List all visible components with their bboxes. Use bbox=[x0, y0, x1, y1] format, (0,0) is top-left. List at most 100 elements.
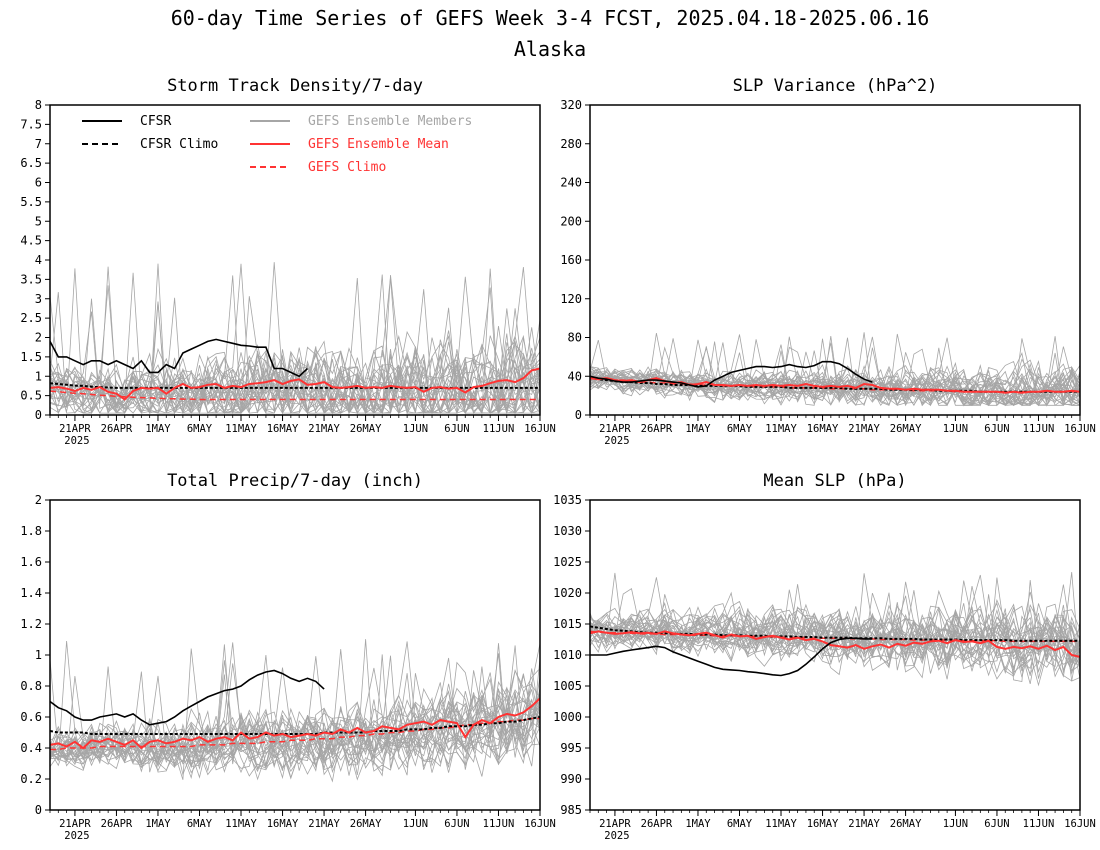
y-tick-label: 1.5 bbox=[20, 350, 42, 364]
y-tick-label: 990 bbox=[560, 772, 582, 786]
ensemble-member-line bbox=[50, 263, 540, 415]
y-tick-label: 2 bbox=[35, 331, 42, 345]
x-tick-label: 26MAY bbox=[350, 423, 382, 435]
legend-label-gefs-ensemble-mean: GEFS Ensemble Mean bbox=[308, 137, 449, 152]
ensemble-member-line bbox=[50, 654, 540, 775]
x-tick-label: 11JUN bbox=[1023, 818, 1055, 830]
x-tick-label: 16JUN bbox=[524, 423, 556, 435]
ensemble-member-line bbox=[590, 589, 1080, 663]
y-tick-label: 1000 bbox=[553, 710, 582, 724]
x-tick-label: 1MAY bbox=[685, 423, 711, 435]
panel-mean-slp-hpa: Mean SLP (hPa) 985 990 995 1000 1005 1010 1015 1… bbox=[553, 471, 1096, 842]
y-tick-label: 5.5 bbox=[20, 195, 42, 209]
x-year-label: 2025 bbox=[64, 435, 89, 447]
x-tick-label: 6JUN bbox=[444, 818, 469, 830]
y-tick-label: 40 bbox=[568, 369, 582, 383]
y-tick-label: 1025 bbox=[553, 555, 582, 569]
y-tick-label: 1020 bbox=[553, 586, 582, 600]
y-tick-label: 2.5 bbox=[20, 311, 42, 325]
y-tick-label: 0 bbox=[575, 408, 582, 422]
x-tick-label: 26APR bbox=[101, 423, 133, 435]
x-tick-label: 16MAY bbox=[807, 423, 839, 435]
legend-label-cfsr-climo: CFSR Climo bbox=[140, 137, 218, 152]
ensemble-member-line bbox=[50, 643, 540, 779]
y-tick-label: 240 bbox=[560, 176, 582, 190]
series-gefs-ensemble-mean bbox=[50, 367, 540, 401]
plot-area bbox=[590, 572, 1080, 687]
panel-title: Total Precip/7-day (inch) bbox=[167, 471, 423, 491]
y-tick-label: 6 bbox=[35, 176, 42, 190]
plot-area bbox=[50, 639, 540, 783]
x-tick-label: 11MAY bbox=[765, 423, 797, 435]
legend-label-gefs-ensemble-members: GEFS Ensemble Members bbox=[308, 114, 472, 129]
x-tick-label: 6JUN bbox=[444, 423, 469, 435]
ensemble-member-line bbox=[50, 308, 540, 415]
x-tick-label: 1JUN bbox=[403, 818, 428, 830]
x-tick-label: 21MAY bbox=[308, 818, 340, 830]
x-tick-label: 16JUN bbox=[1064, 818, 1096, 830]
panel-title: Mean SLP (hPa) bbox=[763, 471, 906, 491]
series-cfsr bbox=[590, 360, 873, 388]
x-tick-label: 21APR bbox=[599, 423, 631, 435]
panel-slp-variance-hpa-2: SLP Variance (hPa^2) 0 40 80 120 160 200 240 280… bbox=[560, 76, 1095, 447]
series-cfsr-climo bbox=[50, 382, 540, 389]
ensemble-member-line bbox=[590, 368, 1080, 406]
series-cfsr-climo bbox=[590, 377, 1080, 393]
x-tick-label: 16MAY bbox=[807, 818, 839, 830]
x-tick-label: 11MAY bbox=[225, 423, 257, 435]
y-tick-label: 200 bbox=[560, 214, 582, 228]
x-tick-label: 11JUN bbox=[483, 818, 515, 830]
x-tick-label: 11JUN bbox=[1023, 423, 1055, 435]
figure-title: 60-day Time Series of GEFS Week 3-4 FCST… bbox=[171, 6, 930, 30]
series-cfsr-climo bbox=[50, 716, 540, 735]
y-tick-label: 0.6 bbox=[20, 710, 42, 724]
y-tick-label: 1 bbox=[35, 369, 42, 383]
x-tick-label: 11MAY bbox=[225, 818, 257, 830]
ensemble-member-line bbox=[50, 334, 540, 415]
x-year-label: 2025 bbox=[604, 830, 629, 842]
legend-label-gefs-climo: GEFS Climo bbox=[308, 160, 386, 175]
y-tick-label: 1010 bbox=[553, 648, 582, 662]
ensemble-member-line bbox=[590, 584, 1080, 678]
ensemble-member-line bbox=[590, 589, 1080, 674]
x-tick-label: 21MAY bbox=[308, 423, 340, 435]
ensemble-member-line bbox=[590, 594, 1080, 665]
ensemble-member-line bbox=[590, 584, 1080, 679]
ensemble-member-line bbox=[50, 319, 540, 415]
ensemble-member-line bbox=[50, 275, 540, 414]
y-tick-label: 3.5 bbox=[20, 272, 42, 286]
ensemble-member-line bbox=[50, 663, 540, 773]
y-tick-label: 280 bbox=[560, 137, 582, 151]
x-year-label: 2025 bbox=[64, 830, 89, 842]
ensemble-member-line bbox=[590, 350, 1080, 407]
y-tick-label: 1015 bbox=[553, 617, 582, 631]
y-tick-label: 1.4 bbox=[20, 586, 42, 600]
ensemble-member-line bbox=[590, 360, 1080, 407]
x-tick-label: 21APR bbox=[599, 818, 631, 830]
x-tick-label: 26MAY bbox=[890, 423, 922, 435]
y-tick-label: 4.5 bbox=[20, 234, 42, 248]
ensemble-member-line bbox=[50, 266, 540, 415]
y-tick-label: 7.5 bbox=[20, 117, 42, 131]
x-tick-label: 26MAY bbox=[350, 818, 382, 830]
legend: CFSR CFSR Climo GEFS Ensemble Members GEFS … bbox=[82, 114, 472, 175]
ensemble-member-line bbox=[50, 297, 540, 415]
y-tick-label: 0 bbox=[35, 803, 42, 817]
y-tick-label: 8 bbox=[35, 98, 42, 112]
x-tick-label: 21MAY bbox=[848, 818, 880, 830]
y-tick-label: 0.8 bbox=[20, 679, 42, 693]
y-tick-label: 120 bbox=[560, 292, 582, 306]
y-tick-label: 1005 bbox=[553, 679, 582, 693]
series-cfsr bbox=[50, 338, 309, 378]
x-tick-label: 26APR bbox=[641, 423, 673, 435]
x-tick-label: 21APR bbox=[59, 818, 91, 830]
x-tick-label: 21MAY bbox=[848, 423, 880, 435]
x-tick-label: 1MAY bbox=[145, 423, 171, 435]
panel-title: Storm Track Density/7-day bbox=[167, 76, 423, 96]
x-tick-label: 1JUN bbox=[403, 423, 428, 435]
x-tick-label: 21APR bbox=[59, 423, 91, 435]
y-tick-label: 1035 bbox=[553, 493, 582, 507]
x-tick-label: 26APR bbox=[101, 818, 133, 830]
y-tick-label: 1030 bbox=[553, 524, 582, 538]
